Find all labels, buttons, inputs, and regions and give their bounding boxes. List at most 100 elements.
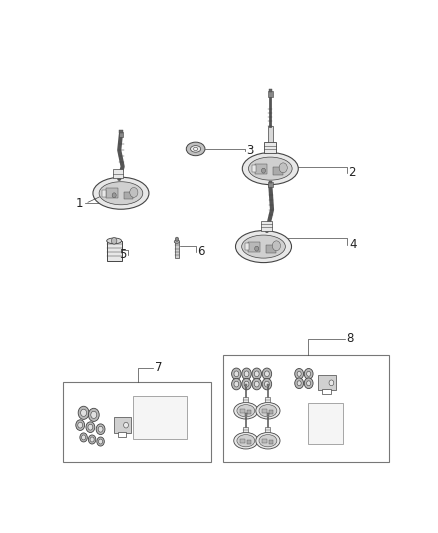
Ellipse shape (194, 147, 198, 150)
Bar (261, 221, 272, 231)
Bar (107, 241, 122, 261)
Circle shape (262, 368, 272, 379)
Bar (244, 414, 247, 416)
Bar (240, 439, 245, 443)
Circle shape (254, 371, 259, 377)
Ellipse shape (259, 434, 277, 447)
Bar (244, 427, 248, 432)
Circle shape (175, 237, 179, 241)
Circle shape (234, 371, 239, 377)
Circle shape (279, 163, 287, 173)
Circle shape (234, 381, 239, 387)
Ellipse shape (93, 177, 149, 209)
Circle shape (304, 368, 313, 379)
Circle shape (88, 408, 99, 422)
Bar (117, 432, 126, 437)
Bar (244, 384, 247, 386)
Bar (269, 440, 273, 444)
Ellipse shape (191, 146, 201, 152)
Circle shape (232, 378, 241, 390)
Ellipse shape (234, 402, 258, 419)
Bar (247, 410, 251, 414)
Circle shape (254, 381, 259, 387)
Bar (307, 402, 343, 443)
Ellipse shape (256, 432, 280, 449)
Text: 3: 3 (247, 144, 254, 157)
Circle shape (297, 372, 301, 376)
Bar (268, 88, 272, 92)
Circle shape (90, 437, 94, 442)
Circle shape (112, 193, 116, 198)
Circle shape (99, 439, 102, 444)
Text: 1: 1 (76, 197, 84, 210)
Circle shape (244, 381, 249, 387)
Circle shape (124, 422, 128, 428)
Circle shape (261, 168, 265, 173)
Circle shape (272, 241, 280, 251)
Bar (267, 414, 269, 416)
Bar (318, 375, 336, 390)
Circle shape (97, 437, 104, 446)
Text: 6: 6 (197, 245, 205, 259)
Ellipse shape (174, 240, 180, 243)
Circle shape (329, 380, 334, 386)
Circle shape (111, 238, 117, 244)
Circle shape (80, 433, 87, 442)
Ellipse shape (186, 142, 205, 156)
Bar (106, 188, 117, 198)
Bar (273, 167, 283, 175)
Circle shape (307, 381, 311, 386)
Ellipse shape (256, 402, 280, 419)
Bar (245, 243, 249, 250)
Bar (265, 427, 270, 432)
Bar (63, 382, 211, 462)
Bar (268, 181, 272, 183)
Bar (264, 142, 276, 154)
Ellipse shape (248, 157, 292, 180)
Bar (240, 409, 245, 413)
Circle shape (297, 381, 301, 386)
Bar (261, 409, 267, 413)
Circle shape (265, 371, 269, 377)
Ellipse shape (242, 235, 285, 258)
Bar (119, 130, 123, 133)
Bar (124, 192, 133, 199)
Circle shape (242, 368, 251, 379)
Ellipse shape (234, 432, 258, 449)
Ellipse shape (237, 434, 255, 447)
Circle shape (304, 378, 313, 389)
Ellipse shape (259, 405, 277, 417)
Bar (247, 440, 251, 444)
Bar (113, 169, 123, 178)
Ellipse shape (236, 231, 292, 263)
Text: 4: 4 (349, 238, 357, 251)
Bar (267, 384, 269, 386)
Circle shape (78, 422, 83, 428)
Ellipse shape (242, 152, 298, 184)
Bar (102, 190, 106, 197)
Circle shape (88, 424, 93, 430)
Text: 2: 2 (348, 166, 356, 179)
Circle shape (252, 378, 261, 390)
Bar (269, 410, 273, 414)
Bar (261, 439, 267, 443)
Bar (244, 397, 248, 402)
Circle shape (252, 368, 261, 379)
Ellipse shape (107, 238, 122, 244)
Circle shape (98, 426, 103, 432)
Bar (251, 165, 256, 172)
Bar (248, 241, 260, 252)
Circle shape (232, 368, 241, 379)
Circle shape (81, 409, 87, 416)
Circle shape (91, 411, 97, 418)
Circle shape (244, 371, 249, 377)
Ellipse shape (237, 405, 255, 417)
Text: 8: 8 (346, 333, 354, 345)
Bar (255, 164, 267, 174)
Bar (322, 389, 332, 393)
Text: 5: 5 (119, 248, 126, 261)
Bar (266, 245, 276, 253)
Circle shape (295, 378, 304, 389)
Circle shape (81, 435, 86, 440)
Bar (268, 182, 273, 187)
